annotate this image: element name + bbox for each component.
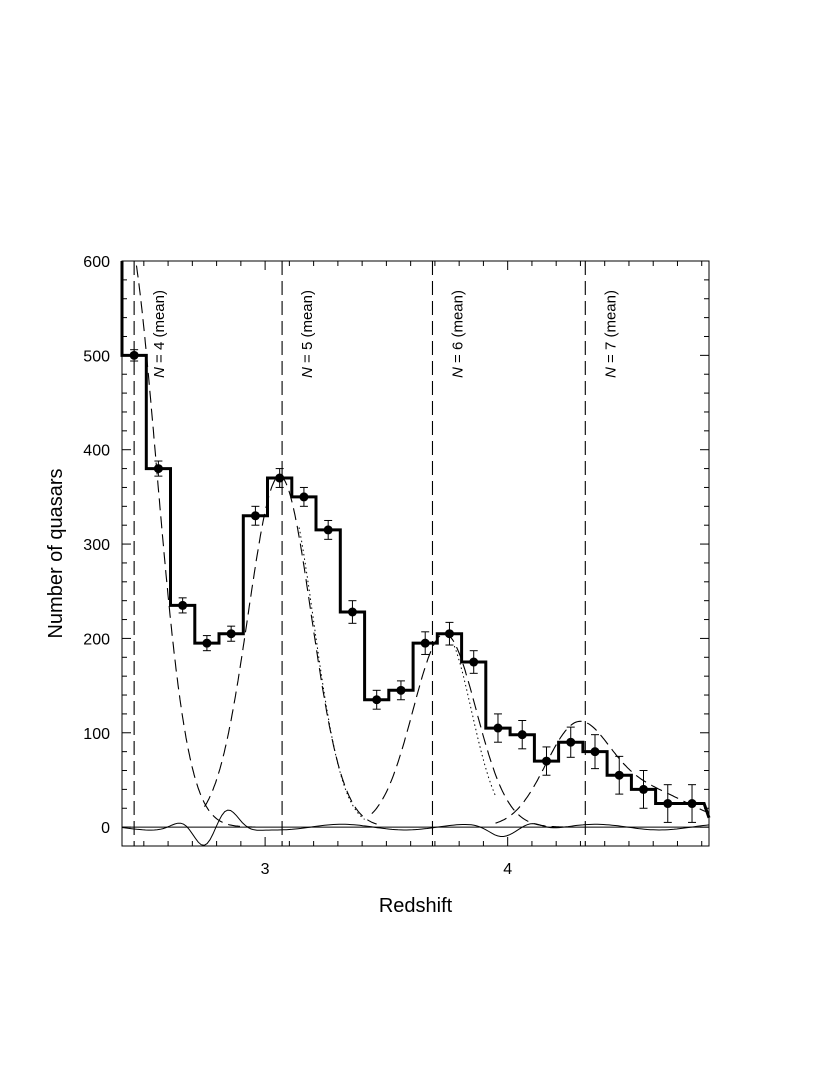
data-point-11 xyxy=(372,689,382,710)
annotation-label: = 7 (mean) xyxy=(602,290,619,367)
point-marker xyxy=(347,607,357,617)
data-points xyxy=(129,349,697,823)
annotation-label: = 6 (mean) xyxy=(449,290,466,367)
annotation-4: N = 7 (mean) xyxy=(602,290,619,378)
annotation-prefix: N xyxy=(151,367,168,378)
data-point-9 xyxy=(323,519,333,540)
gaussian-component-1 xyxy=(122,260,256,828)
data-point-6 xyxy=(250,505,260,526)
histogram-line xyxy=(120,261,711,819)
data-point-16 xyxy=(493,713,503,743)
data-point-2 xyxy=(153,460,163,477)
data-point-10 xyxy=(347,600,357,624)
data-point-7 xyxy=(275,468,285,488)
y-tick-label: 0 xyxy=(101,820,110,837)
point-marker xyxy=(226,629,236,639)
point-marker xyxy=(153,464,163,474)
y-tick-label: 600 xyxy=(83,254,110,271)
point-marker xyxy=(250,511,260,521)
x-tick-label: 4 xyxy=(503,861,512,878)
data-point-23 xyxy=(663,784,673,823)
data-point-14 xyxy=(444,621,454,646)
annotation-2: N = 5 (mean) xyxy=(299,290,316,378)
point-marker xyxy=(590,747,600,757)
tick-labels: 0 100 200 300 400 500 600 3 4 xyxy=(83,254,512,878)
mean-lines xyxy=(133,261,586,846)
data-point-18 xyxy=(541,746,551,776)
y-tick-label: 400 xyxy=(83,443,110,460)
data-point-13 xyxy=(420,631,430,655)
data-point-8 xyxy=(299,486,309,507)
data-point-20 xyxy=(590,734,600,770)
gaussian-component-4 xyxy=(495,720,710,824)
y-tick-label: 300 xyxy=(83,537,110,554)
point-marker xyxy=(299,492,309,502)
point-marker xyxy=(687,799,697,809)
annotations: N = 4 (mean)N = 5 (mean)N = 6 (mean)N = … xyxy=(151,290,619,378)
plot-frame xyxy=(121,260,710,847)
annotation-3: N = 6 (mean) xyxy=(449,290,466,378)
annotation-prefix: N xyxy=(449,367,466,378)
annotation-prefix: N xyxy=(299,367,316,378)
x-axis-label: Redshift xyxy=(379,895,453,917)
y-tick-label: 100 xyxy=(83,726,110,743)
x-tick-label: 3 xyxy=(261,861,270,878)
data-point-12 xyxy=(396,680,406,701)
point-marker xyxy=(420,638,430,648)
point-marker xyxy=(396,685,406,695)
point-marker xyxy=(275,473,285,483)
point-marker xyxy=(129,350,139,360)
point-marker xyxy=(639,784,649,794)
point-marker xyxy=(178,600,188,610)
dotted-curve-2 xyxy=(453,645,496,797)
dotted-curve-1 xyxy=(298,527,365,820)
point-marker xyxy=(517,730,527,740)
point-marker xyxy=(663,799,673,809)
point-marker xyxy=(566,737,576,747)
annotation-label: = 4 (mean) xyxy=(151,290,168,367)
point-marker xyxy=(614,770,624,780)
data-point-4 xyxy=(202,635,212,652)
point-marker xyxy=(202,638,212,648)
histogram-steps xyxy=(120,261,711,819)
y-tick-label: 500 xyxy=(83,348,110,365)
gaussian-component-2 xyxy=(204,475,377,825)
data-point-15 xyxy=(469,650,479,674)
point-marker xyxy=(444,629,454,639)
point-marker xyxy=(493,723,503,733)
point-marker xyxy=(372,695,382,705)
model-curves xyxy=(121,260,710,846)
y-tick-label: 200 xyxy=(83,631,110,648)
residual-curve xyxy=(121,809,710,846)
data-point-1 xyxy=(129,349,139,362)
data-point-3 xyxy=(178,597,188,614)
data-point-5 xyxy=(226,625,236,642)
annotation-1: N = 4 (mean) xyxy=(151,290,168,378)
annotation-label: = 5 (mean) xyxy=(299,290,316,367)
data-point-22 xyxy=(639,770,649,809)
plot-border xyxy=(121,260,710,847)
y-axis-label: Number of quasars xyxy=(45,468,67,638)
axis-ticks xyxy=(122,260,709,846)
data-point-17 xyxy=(517,720,527,750)
annotation-prefix: N xyxy=(602,367,619,378)
data-point-21 xyxy=(614,755,624,795)
point-marker xyxy=(323,525,333,535)
data-point-19 xyxy=(566,726,576,758)
point-marker xyxy=(469,657,479,667)
point-marker xyxy=(541,756,551,766)
data-point-24 xyxy=(687,784,697,823)
